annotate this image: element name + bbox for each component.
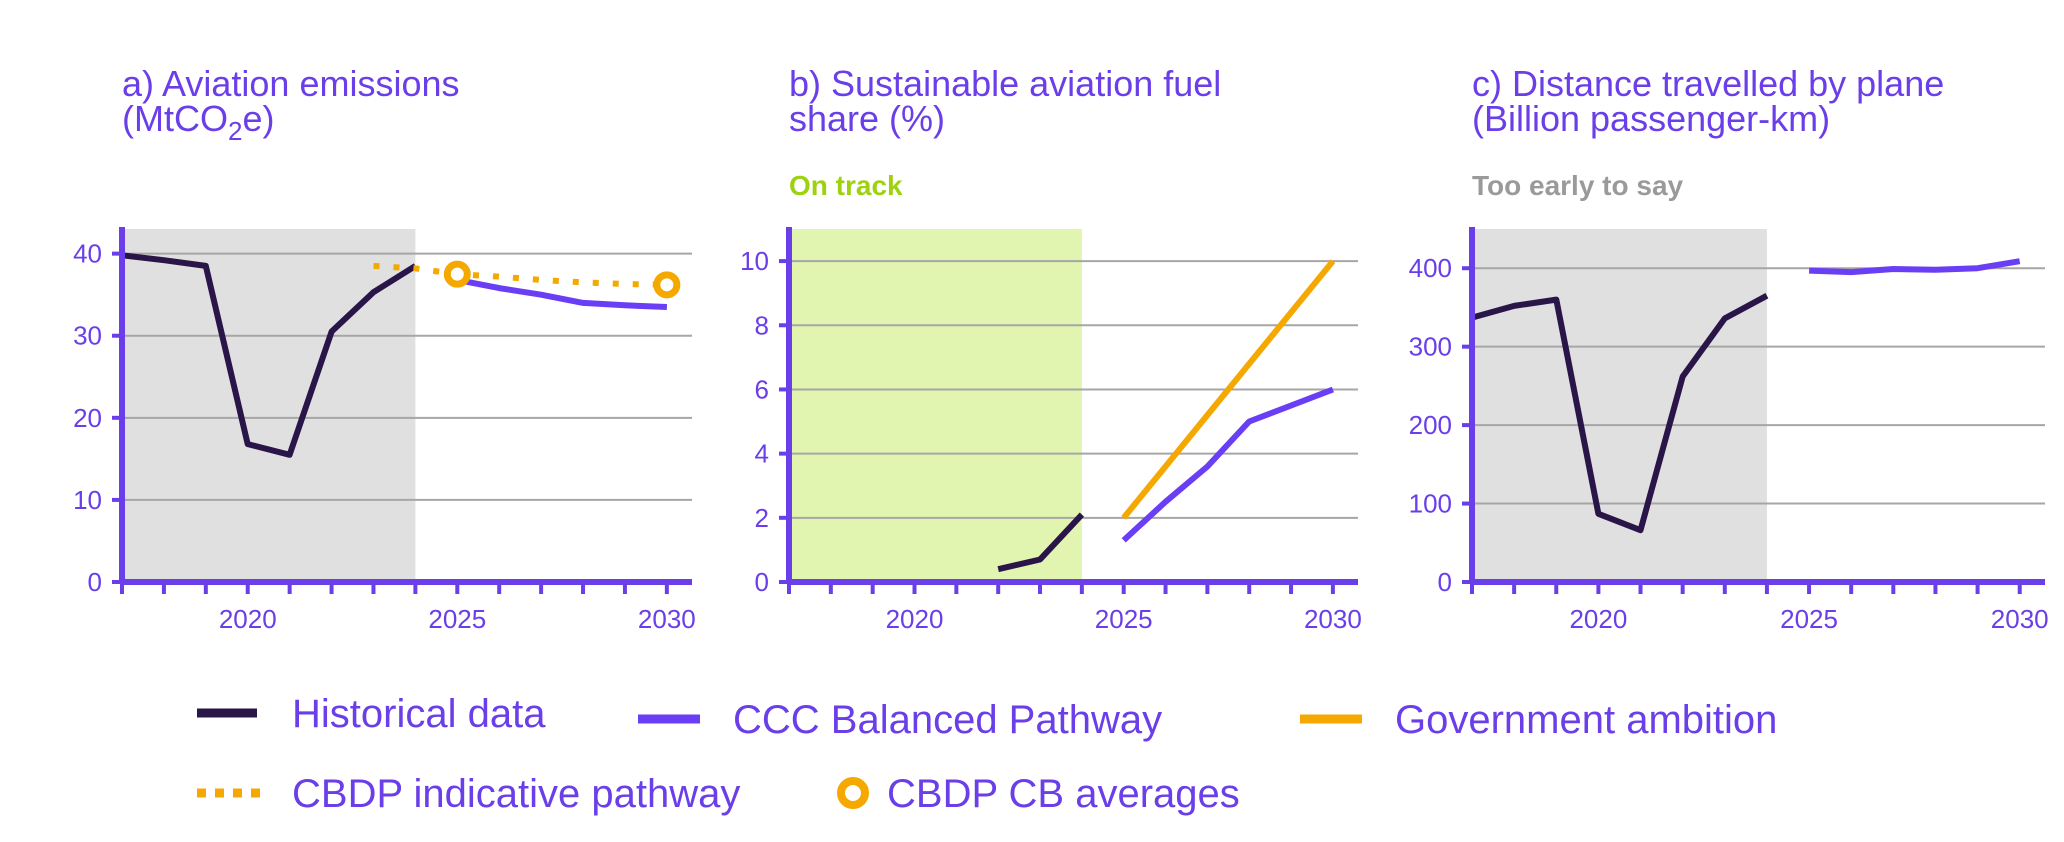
y-tick-label: 400: [1409, 253, 1452, 283]
panel-a-title-unit-end: e): [242, 98, 274, 139]
x-tick-label: 2020: [886, 604, 944, 634]
y-tick-label: 10: [73, 485, 102, 515]
y-tick-label: 300: [1409, 332, 1452, 362]
panel-sustainable-aviation-fuel: b) Sustainable aviation fuel share (%) O…: [740, 63, 1362, 634]
y-tick-label: 8: [755, 310, 769, 340]
government-series-line: [1121, 259, 1336, 520]
panel-a-title-line2: (MtCO2e): [122, 98, 274, 146]
y-tick-label: 6: [755, 374, 769, 404]
legend-item-cbdp-pathway: CBDP indicative pathway: [197, 772, 740, 816]
cbdp-average-point: [443, 260, 471, 288]
historical-series-line: [1471, 293, 1769, 534]
x-tick-label: 2025: [1095, 604, 1153, 634]
x-tick-label: 2030: [1304, 604, 1362, 634]
y-tick-label: 4: [755, 439, 769, 469]
legend-cbdp-average-label: CBDP CB averages: [887, 772, 1240, 816]
legend-cbdp-average-marker: [837, 777, 869, 809]
legend: Historical data CCC Balanced Pathway Gov…: [197, 692, 1777, 816]
legend-historical-label: Historical data: [292, 692, 546, 736]
historical-series-line: [121, 252, 417, 458]
x-tick-label: 2025: [1780, 604, 1838, 634]
panel-distance-travelled: c) Distance travelled by plane (Billion …: [1409, 63, 2049, 634]
panel-b-title: b) Sustainable aviation fuel: [789, 63, 1221, 104]
y-tick-label: 0: [88, 567, 102, 597]
y-tick-label: 100: [1409, 489, 1452, 519]
y-tick-label: 200: [1409, 410, 1452, 440]
legend-cbdp-label: CBDP indicative pathway: [292, 772, 740, 816]
cbdp-average-point: [653, 271, 681, 299]
y-tick-label: 20: [73, 403, 102, 433]
y-tick-label: 10: [740, 246, 769, 276]
legend-item-cbdp-averages: CBDP CB averages: [837, 772, 1240, 816]
legend-balanced-label: CCC Balanced Pathway: [733, 698, 1162, 742]
x-tick-label: 2025: [428, 604, 486, 634]
x-tick-label: 2020: [219, 604, 277, 634]
balanced-series-line: [1808, 258, 2021, 276]
historical-period-shade: [1472, 229, 1767, 582]
x-tick-label: 2020: [1569, 604, 1627, 634]
y-tick-label: 0: [1438, 567, 1452, 597]
panel-b-title-line2: share (%): [789, 98, 945, 139]
panel-a-title-unit: (MtCO: [122, 98, 228, 139]
legend-item-government-ambition: Government ambition: [1300, 698, 1777, 742]
legend-government-label: Government ambition: [1395, 698, 1777, 742]
legend-item-historical: Historical data: [197, 692, 546, 736]
cbdp-series-line: [373, 262, 667, 288]
legend-item-balanced-pathway: CCC Balanced Pathway: [638, 698, 1162, 742]
historical-series-line: [997, 512, 1085, 573]
panel-a-title-subscript: 2: [228, 116, 242, 146]
y-tick-label: 2: [755, 503, 769, 533]
panel-c-title: c) Distance travelled by plane: [1472, 63, 1944, 104]
historical-period-shade: [122, 229, 416, 582]
balanced-series-line: [456, 276, 668, 310]
panel-b-status: On track: [789, 170, 903, 201]
panel-aviation-emissions: a) Aviation emissions (MtCO2e) 010203040…: [73, 63, 696, 634]
historical-period-shade: [789, 229, 1082, 582]
x-tick-label: 2030: [638, 604, 696, 634]
y-tick-label: 0: [755, 567, 769, 597]
panel-c-plot: 0 100 200 300 400 2020 2025 2030: [1409, 227, 2049, 634]
balanced-series-line: [1121, 386, 1334, 543]
panel-a-title: a) Aviation emissions: [122, 63, 460, 104]
panel-c-status: Too early to say: [1472, 170, 1684, 201]
y-tick-label: 30: [73, 321, 102, 351]
x-tick-label: 2030: [1991, 604, 2049, 634]
y-tick-label: 40: [73, 239, 102, 269]
panel-b-plot: 0 2 4 6 8 10 2020 2025 2030: [740, 227, 1362, 634]
panel-c-title-line2: (Billion passenger-km): [1472, 98, 1830, 139]
